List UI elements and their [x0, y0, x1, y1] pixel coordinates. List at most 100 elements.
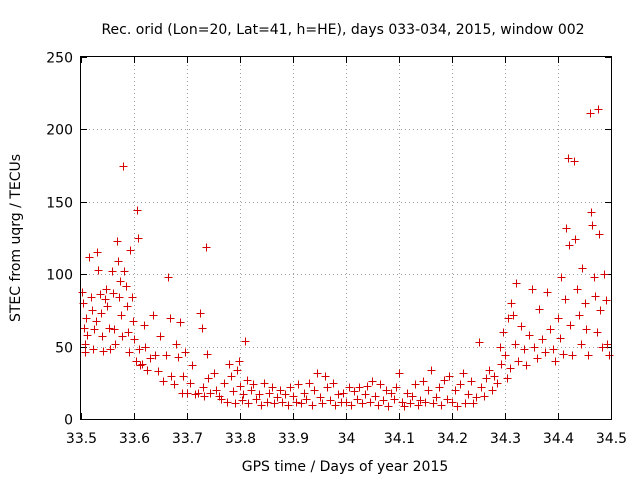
x-tick-label: 34.5: [596, 431, 627, 447]
data-point: [339, 389, 348, 398]
data-point: [247, 386, 256, 395]
data-point: [206, 389, 215, 398]
data-point: [289, 392, 298, 401]
data-point: [170, 380, 179, 389]
data-point: [390, 395, 399, 404]
data-point: [116, 277, 125, 286]
data-point: [294, 380, 303, 389]
data-point: [584, 351, 593, 360]
data-point: [578, 264, 587, 273]
data-point: [573, 285, 582, 294]
data-point: [541, 348, 550, 357]
data-point: [270, 399, 279, 408]
y-tick-label: 100: [46, 268, 73, 284]
data-point: [368, 377, 377, 386]
data-point: [297, 399, 306, 408]
data-point: [105, 324, 114, 333]
data-point: [437, 401, 446, 410]
data-point: [316, 393, 325, 402]
x-axis-label: GPS time / Days of year 2015: [242, 459, 449, 475]
data-point: [212, 386, 221, 395]
data-point: [421, 398, 430, 407]
data-point: [81, 340, 90, 349]
data-point: [268, 383, 277, 392]
data-point: [353, 395, 362, 404]
data-point: [448, 398, 457, 407]
data-point: [97, 309, 106, 318]
data-point: [347, 401, 356, 410]
data-point: [87, 293, 96, 302]
data-point: [255, 390, 264, 399]
data-point: [588, 221, 597, 230]
data-point: [596, 306, 605, 315]
data-point: [387, 389, 396, 398]
data-point: [143, 366, 152, 375]
data-point: [151, 351, 160, 360]
data-point: [329, 379, 338, 388]
data-point: [451, 386, 460, 395]
data-point: [93, 248, 102, 257]
data-point: [133, 206, 142, 215]
data-point: [453, 402, 462, 411]
data-point: [366, 398, 375, 407]
data-point: [551, 357, 560, 366]
y-axis-label: STEC from uqrg / TECUs: [8, 154, 24, 322]
data-point: [265, 389, 274, 398]
data-point: [512, 279, 521, 288]
data-point: [263, 398, 272, 407]
data-point: [141, 343, 150, 352]
data-point: [398, 398, 407, 407]
data-point: [132, 357, 141, 366]
data-point: [501, 351, 510, 360]
data-point: [83, 331, 92, 340]
data-point: [514, 357, 523, 366]
data-point: [179, 372, 188, 381]
data-point: [403, 389, 412, 398]
data-point: [382, 386, 391, 395]
data-point: [85, 253, 94, 262]
data-point: [149, 311, 158, 320]
data-point: [186, 379, 195, 388]
data-point: [162, 351, 171, 360]
data-point: [231, 399, 240, 408]
data-point: [167, 372, 176, 381]
data-point: [243, 376, 252, 385]
data-point: [292, 398, 301, 407]
data-point: [533, 354, 542, 363]
x-tick-label: 34.2: [437, 431, 468, 447]
data-point: [244, 399, 253, 408]
data-point: [334, 390, 343, 399]
data-point: [525, 331, 534, 340]
data-point: [509, 311, 518, 320]
data-point: [582, 325, 591, 334]
data-point: [204, 374, 213, 383]
data-point: [400, 402, 409, 411]
data-point: [252, 395, 261, 404]
data-point: [371, 392, 380, 401]
data-point: [94, 266, 103, 275]
data-point: [593, 328, 602, 337]
data-point: [480, 392, 489, 401]
data-point: [408, 392, 417, 401]
data-point: [443, 395, 452, 404]
data-point: [109, 289, 118, 298]
data-point: [210, 369, 219, 378]
data-point: [445, 372, 454, 381]
data-point: [154, 367, 163, 376]
data-point: [80, 324, 89, 333]
y-tick-label: 250: [46, 51, 73, 67]
data-point: [586, 109, 595, 118]
data-point: [517, 322, 526, 331]
data-point: [594, 105, 603, 114]
data-point: [196, 309, 205, 318]
data-point: [96, 290, 105, 299]
data-point: [554, 314, 563, 323]
data-point: [114, 257, 123, 266]
data-point: [225, 360, 234, 369]
y-tick-labels: 0 50 100 150 200 250: [46, 51, 73, 429]
data-point: [118, 332, 127, 341]
data-point: [300, 389, 309, 398]
data-point: [504, 314, 513, 323]
plot-frame: [80, 56, 612, 420]
data-point: [278, 398, 287, 407]
